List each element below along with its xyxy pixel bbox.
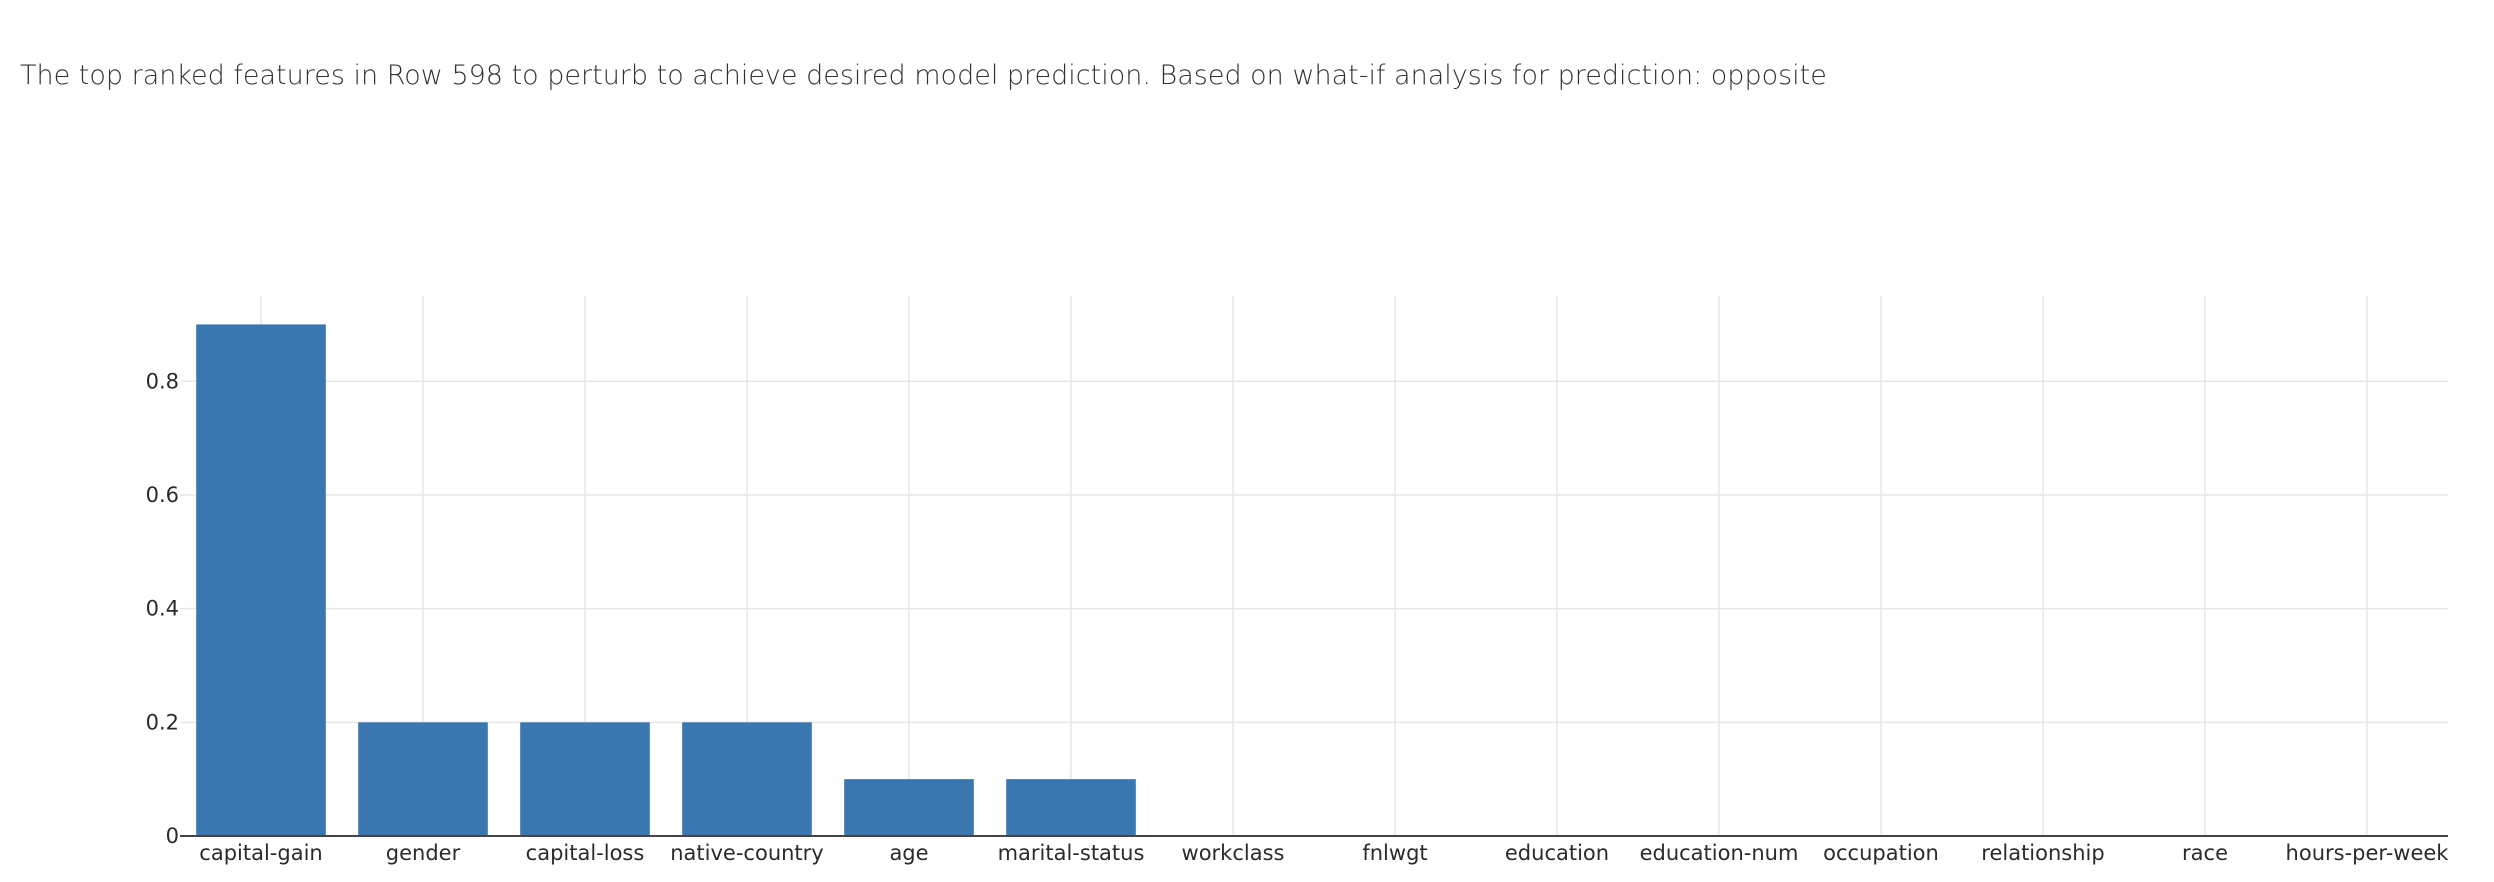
gridlines bbox=[180, 296, 2448, 836]
y-tick-label: 0.4 bbox=[146, 597, 179, 621]
chart-caption: The top ranked features in Row 598 to pe… bbox=[20, 60, 1827, 91]
y-tick-label: 0.8 bbox=[146, 369, 179, 393]
x-tick-label: hours-per-week bbox=[2286, 841, 2450, 865]
x-tick-label: workclass bbox=[1182, 841, 1285, 865]
y-tick-label: 0.2 bbox=[146, 710, 179, 734]
bar-marital-status[interactable] bbox=[1006, 779, 1136, 836]
y-tick-label: 0 bbox=[166, 824, 179, 848]
x-tick-label: fnlwgt bbox=[1362, 841, 1427, 865]
x-tick-label: relationship bbox=[1981, 841, 2104, 865]
x-tick-label: education-num bbox=[1640, 841, 1799, 865]
bar-capital-gain[interactable] bbox=[196, 324, 326, 836]
tick-labels: 0 0.2 0.4 0.6 0.8 capital-gain gender capital-l… bbox=[146, 369, 2450, 865]
bar-native-country[interactable] bbox=[682, 722, 812, 836]
x-tick-label: race bbox=[2182, 841, 2228, 865]
x-tick-label: native-country bbox=[670, 841, 823, 865]
x-tick-label: gender bbox=[386, 841, 461, 865]
bar-gender[interactable] bbox=[358, 722, 488, 836]
bar-capital-loss[interactable] bbox=[520, 722, 650, 836]
bar-age[interactable] bbox=[844, 779, 974, 836]
x-tick-label: capital-loss bbox=[526, 841, 645, 865]
x-tick-label: occupation bbox=[1823, 841, 1939, 865]
bars bbox=[196, 324, 1136, 836]
x-tick-label: education bbox=[1505, 841, 1609, 865]
x-tick-label: age bbox=[889, 841, 928, 865]
y-tick-label: 0.6 bbox=[146, 483, 179, 507]
x-tick-label: capital-gain bbox=[199, 841, 322, 865]
x-tick-label: marital-status bbox=[998, 841, 1145, 865]
